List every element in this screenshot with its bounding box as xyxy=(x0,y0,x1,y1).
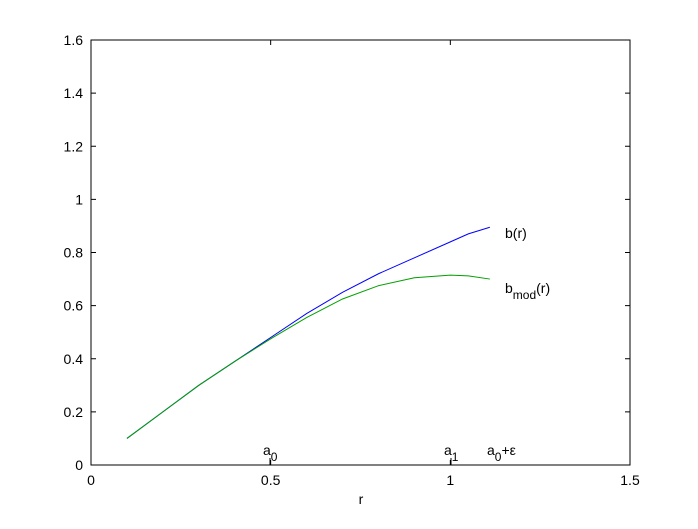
annotation-part: 1 xyxy=(452,450,459,464)
annotation: a0+ε xyxy=(487,442,516,464)
annotation-part: a xyxy=(263,442,271,458)
annotation-part: 0 xyxy=(495,450,502,464)
annotation-part: a xyxy=(487,442,495,458)
series-label-part: mod xyxy=(513,288,536,302)
annotation-part: a xyxy=(444,442,452,458)
annotation-part: 0 xyxy=(271,450,278,464)
annotation-part: +ε xyxy=(501,442,515,458)
y-tick-label: 0.6 xyxy=(64,298,84,314)
y-tick-label: 1 xyxy=(75,191,83,207)
series-label-part: b xyxy=(505,280,513,296)
y-tick-label: 0.8 xyxy=(64,245,84,261)
y-tick-label: 0.4 xyxy=(64,351,84,367)
series-label-part: b(r) xyxy=(505,225,527,241)
annotation: a0 xyxy=(263,442,278,464)
series-label: b(r) xyxy=(505,225,527,241)
x-tick-label: 0 xyxy=(87,472,95,488)
plot-frame xyxy=(90,39,631,466)
series-label-part: (r) xyxy=(536,280,550,296)
x-tick-label: 0.5 xyxy=(261,472,281,488)
y-tick-label: 1.6 xyxy=(64,32,84,48)
y-tick-label: 1.4 xyxy=(64,85,84,101)
series-line xyxy=(126,226,491,439)
series-label: bmod(r) xyxy=(505,280,550,302)
x-tick-label: 1 xyxy=(446,472,454,488)
series-line xyxy=(126,274,490,439)
y-tick-label: 1.2 xyxy=(64,138,84,154)
x-axis-label: r xyxy=(359,491,364,507)
y-tick-label: 0 xyxy=(75,457,83,473)
y-tick-label: 0.2 xyxy=(64,404,84,420)
annotation: a1 xyxy=(444,442,459,464)
x-tick-label: 1.5 xyxy=(620,472,640,488)
